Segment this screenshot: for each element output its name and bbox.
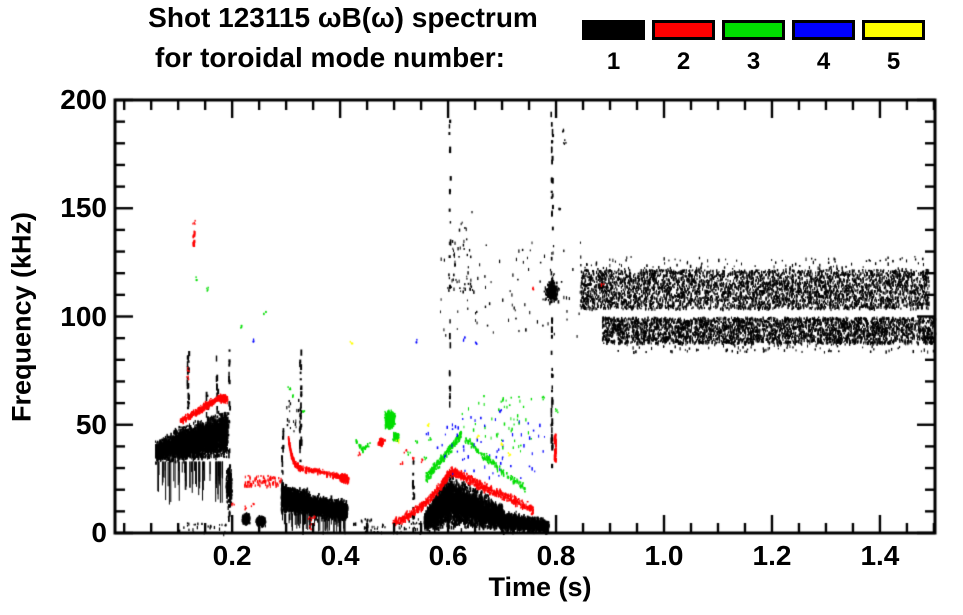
- legend-item-mode-4: 4: [792, 20, 855, 74]
- mode-3-label: 3: [746, 48, 761, 75]
- y-tick-label: 50: [75, 408, 107, 440]
- y-tick-label: 0: [91, 517, 107, 548]
- legend-item-mode-2: 2: [652, 20, 715, 74]
- mode-5-swatch: [862, 20, 925, 40]
- x-tick-label: 1.2: [752, 540, 792, 571]
- mode-1-label: 1: [606, 48, 621, 75]
- legend-item-mode-1: 1: [582, 20, 645, 74]
- mode-2-swatch: [652, 20, 715, 40]
- x-tick-label: 0.8: [536, 540, 576, 571]
- mode-3-swatch: [722, 20, 785, 40]
- x-tick-label: 0.2: [212, 540, 252, 571]
- mode-4-label: 4: [816, 48, 831, 75]
- x-axis-title: Time (s): [488, 572, 592, 602]
- y-tick-label: 200: [60, 84, 107, 115]
- mode-5-label: 5: [886, 48, 901, 75]
- chart-title-line1: Shot 123115 ωB(ω) spectrum: [148, 2, 538, 33]
- chart-title-line2: for toroidal mode number:: [155, 42, 505, 73]
- x-tick-label: 0.6: [428, 540, 468, 571]
- y-tick-label: 150: [60, 192, 107, 224]
- x-tick-label: 1.4: [860, 540, 900, 571]
- x-tick-label: 1.0: [644, 540, 684, 571]
- y-tick-label: 100: [60, 300, 107, 332]
- legend-item-mode-5: 5: [862, 20, 925, 74]
- mode-2-label: 2: [676, 48, 691, 75]
- mode-4-swatch: [792, 20, 855, 40]
- mode-1-swatch: [582, 20, 645, 40]
- mode-legend: 1 2 3 4 5: [582, 20, 925, 74]
- legend-item-mode-3: 3: [722, 20, 785, 74]
- x-tick-label: 0.4: [320, 540, 360, 571]
